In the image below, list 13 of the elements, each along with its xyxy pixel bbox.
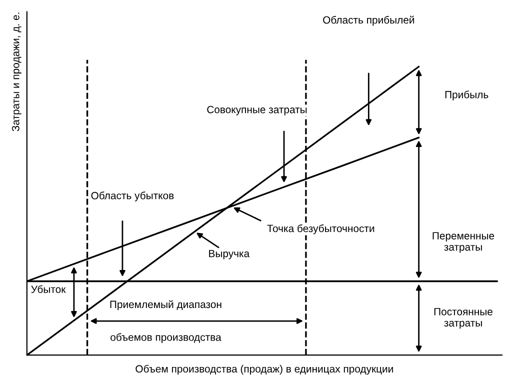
text: Область прибылей [323,16,414,26]
annotation: Совокупные затраты [207,106,307,116]
y-axis-title: Затраты и продажи, д. е. [12,12,22,132]
annotation: Область убытков [91,192,174,202]
annotation: Выручка [209,250,250,260]
x-axis-title: Объем производства (продаж) в единицах продукции [136,364,393,375]
annotation: объемов производства [110,333,222,343]
annotation: Приемлемый диапазон [110,300,222,310]
annotation: Переменные затраты [432,232,494,253]
annotation: Убыток [31,285,66,293]
annotation: Точка безубыточности [267,224,374,234]
annotation: Прибыль [445,90,488,100]
annotation: Постоянные затраты [434,308,492,329]
